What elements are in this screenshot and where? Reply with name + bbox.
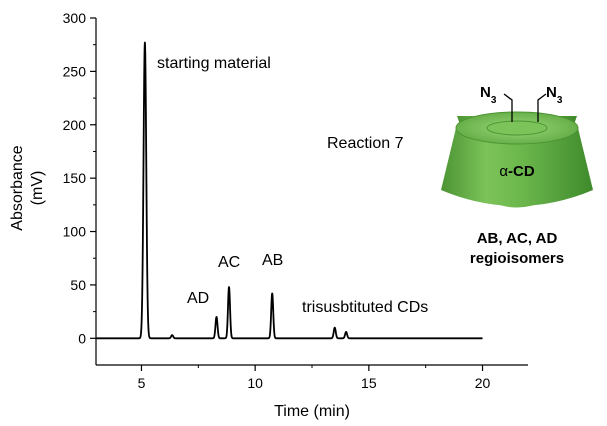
annotation-ad: AD [187,290,209,307]
caption-line1: AB, AC, AD [477,230,558,247]
annotation-ab: AB [262,252,283,269]
caption-line2: regioisomers [470,250,564,267]
axis-ticks: 0 50 100 150 200 250 300 5 10 15 20 [63,10,491,391]
azide-left-sub: 3 [491,95,497,106]
annotation-ac: AC [218,254,240,271]
azide-right-sub: 3 [557,95,563,106]
peak-marks [145,42,346,335]
y-tick-label: 300 [63,10,87,26]
annotation-starting-material: starting material [157,55,271,72]
azide-left-label: N3 [480,84,497,106]
y-tick-label: 200 [63,117,87,133]
x-tick-label: 15 [361,375,377,391]
cd-name-label: α-CD [499,163,534,180]
azide-right-n: N [546,84,557,101]
azide-left-n: N [480,84,491,101]
azide-right-linker [537,93,547,122]
cd-name-alpha: α [499,163,508,180]
azide-left-linker [503,93,513,122]
annotation-trisubstituted: trisusbtituted CDs [302,299,428,316]
alpha-cd-molecule: N3 N3 α-CD [441,84,593,208]
cd-cavity [486,120,548,136]
y-axis-title-line1: Absorbance [9,145,26,230]
azide-right-label: N3 [546,84,563,106]
x-tick-label: 10 [247,375,263,391]
y-tick-label: 50 [70,277,86,293]
chromatogram-trace [95,41,484,340]
y-axis-title-line2: (mV) [29,171,46,206]
x-axis-title: Time (min) [274,403,350,420]
y-tick-label: 100 [63,224,87,240]
cd-name-suffix: -CD [508,163,535,180]
annotation-reaction: Reaction 7 [327,135,404,152]
cd-cone [441,128,593,206]
y-tick-label: 250 [63,63,87,79]
x-tick-label: 20 [475,375,491,391]
y-tick-label: 0 [78,330,86,346]
x-tick-label: 5 [138,375,146,391]
y-tick-label: 150 [63,170,87,186]
